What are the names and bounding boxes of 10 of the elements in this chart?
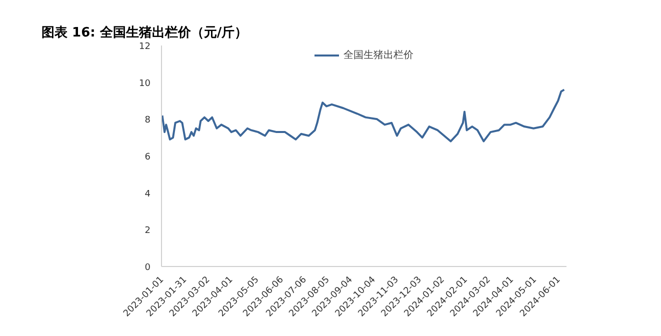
y-tick-label: 10 bbox=[139, 78, 151, 89]
y-tick-label: 12 bbox=[139, 42, 150, 52]
chart-title: 图表 16: 全国生猪出栏价（元/斤） bbox=[42, 24, 248, 40]
y-tick-label: 4 bbox=[144, 189, 151, 200]
legend-label: 全国生猪出栏价 bbox=[344, 48, 414, 62]
y-tick-label: 2 bbox=[144, 226, 151, 236]
line-series bbox=[162, 88, 566, 142]
y-tick-label: 8 bbox=[144, 116, 151, 126]
y-tick-label: 6 bbox=[144, 152, 151, 162]
y-tick-label: 0 bbox=[144, 263, 151, 273]
